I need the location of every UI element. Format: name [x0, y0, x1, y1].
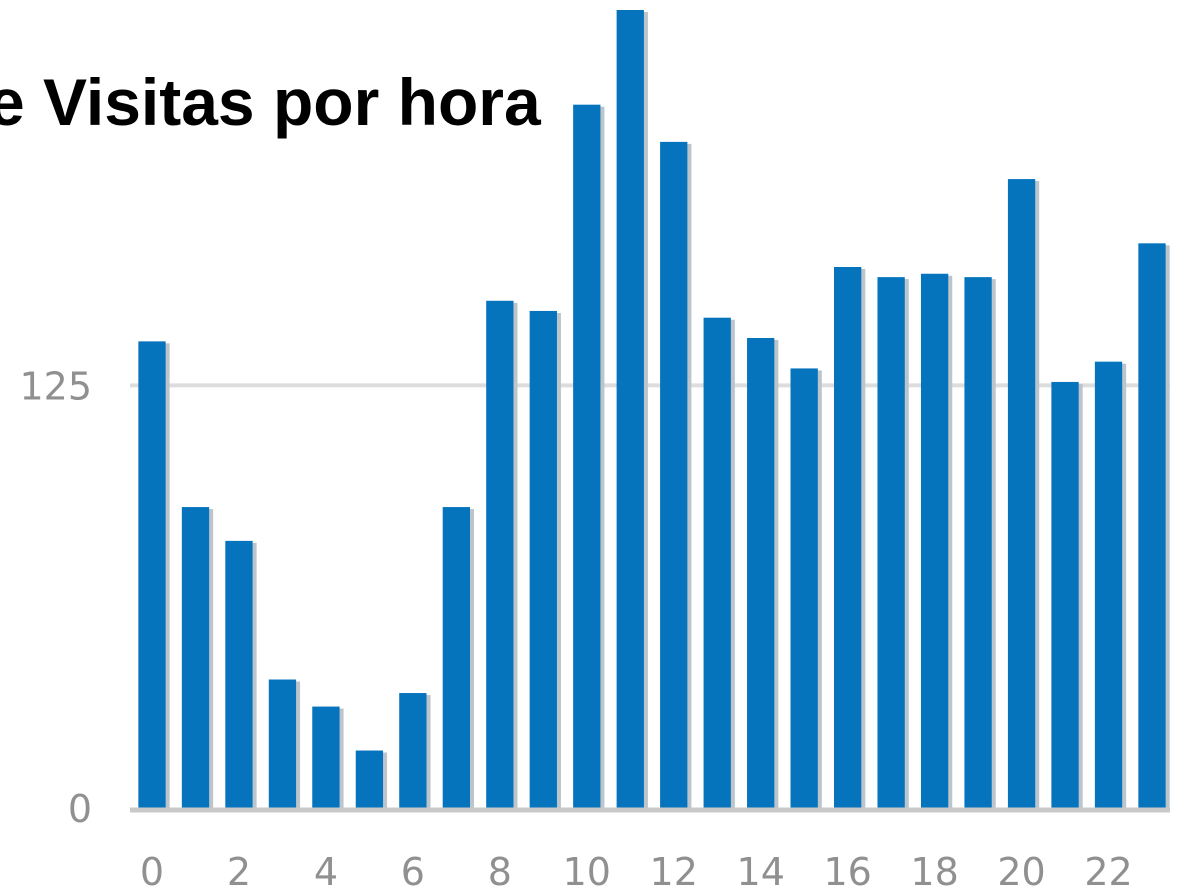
- bar-hour-8: [486, 300, 514, 808]
- bar-hour-16: [834, 266, 862, 809]
- x-tick-label: 6: [401, 850, 425, 891]
- x-tick-label: 14: [737, 850, 785, 891]
- x-tick-label: 22: [1084, 850, 1132, 891]
- bar-hour-18: [920, 273, 949, 809]
- bar-hour-21: [1051, 381, 1079, 808]
- x-tick-label: 20: [997, 850, 1045, 891]
- bar-hour-10: [573, 104, 601, 808]
- x-tick-label: 16: [823, 850, 871, 891]
- labels-layer: 0 125 0 2 4 6 8 10 12 14 16 18 20 22: [19, 364, 1132, 891]
- x-tick-label: 2: [227, 850, 251, 891]
- bar-hour-6: [399, 693, 427, 808]
- bar-hour-5: [355, 750, 384, 808]
- y-tick-label: 0: [68, 787, 92, 831]
- x-tick-label: 8: [488, 850, 512, 891]
- bar-hour-0: [138, 341, 166, 808]
- bar-hour-12: [660, 141, 688, 809]
- bars-layer: [138, 10, 1170, 809]
- bar-hour-20: [1007, 179, 1036, 808]
- x-tick-label: 4: [314, 850, 338, 891]
- bar-hour-4: [312, 706, 340, 808]
- bar-hour-3: [268, 679, 297, 808]
- x-tick-label: 12: [650, 850, 698, 891]
- x-tick-label: 0: [140, 850, 164, 891]
- bar-hour-17: [877, 277, 905, 809]
- bar-hour-23: [1138, 243, 1166, 809]
- x-tick-label: 10: [563, 850, 611, 891]
- bar-hour-11: [616, 10, 644, 808]
- chart-title: e Visitas por hora: [0, 65, 542, 139]
- bar-hour-15: [790, 368, 818, 808]
- y-tick-label: 125: [19, 364, 92, 408]
- bar-hour-19: [964, 277, 992, 809]
- x-tick-label: 18: [910, 850, 958, 891]
- bar-hour-7: [442, 507, 470, 808]
- bar-hour-13: [703, 317, 731, 808]
- bar-hour-2: [225, 540, 253, 808]
- bar-hour-9: [529, 310, 557, 808]
- bar-hour-22: [1094, 361, 1123, 808]
- bar-hour-14: [747, 337, 775, 808]
- bar-hour-1: [181, 507, 210, 808]
